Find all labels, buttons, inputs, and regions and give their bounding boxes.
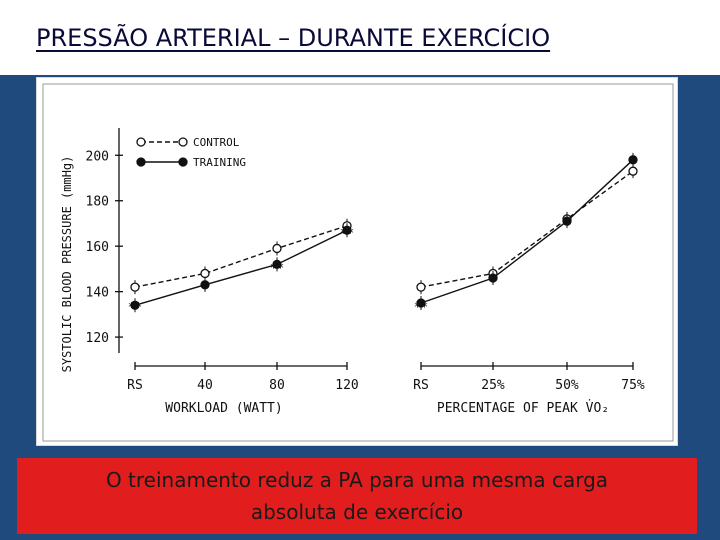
legend-label: CONTROL <box>193 136 240 149</box>
data-point-training <box>200 280 210 290</box>
caption-line-1: O treinamento reduz a PA para uma mesma … <box>105 468 609 492</box>
significance-mark: ** <box>128 300 142 314</box>
y-tick-label: 200 <box>86 149 109 164</box>
series-line-control <box>420 170 634 288</box>
caption-line-2: absoluta de exercício <box>250 500 464 524</box>
significance-mark: ** <box>414 300 428 314</box>
x-tick-label: RS <box>413 378 429 393</box>
legend-label: TRAINING <box>193 156 246 169</box>
y-tick-label: 120 <box>86 331 109 346</box>
x-tick-label: 25% <box>481 378 505 393</box>
y-tick-label: 160 <box>86 240 109 255</box>
data-point-control <box>416 282 426 292</box>
legend-marker <box>178 157 188 167</box>
data-point-training <box>628 155 638 165</box>
y-tick-label: 180 <box>86 195 109 210</box>
slide-title: PRESSÃO ARTERIAL – DURANTE EXERCÍCIO <box>36 24 551 52</box>
significance-mark: ** <box>270 261 284 275</box>
legend-marker <box>136 137 146 147</box>
data-point-training <box>562 216 572 226</box>
data-point-control <box>200 268 210 279</box>
data-point-control <box>272 243 282 254</box>
title-bar: PRESSÃO ARTERIAL – DURANTE EXERCÍCIO <box>0 0 720 75</box>
data-point-training <box>488 273 498 283</box>
data-point-control <box>628 166 638 176</box>
x-axis-label-left: WORKLOAD (WATT) <box>165 401 282 416</box>
data-point-training <box>416 298 426 308</box>
significance-mark: * <box>201 281 208 295</box>
data-point-control <box>130 282 140 292</box>
data-point-training <box>130 300 140 310</box>
x-tick-label: RS <box>127 378 143 393</box>
x-tick-label: 120 <box>335 378 358 393</box>
legend-marker <box>136 157 146 167</box>
conclusion-caption: O treinamento reduz a PA para uma mesma … <box>17 458 697 534</box>
y-tick-label: 140 <box>86 286 109 301</box>
x-tick-label: 50% <box>555 378 579 393</box>
data-point-training <box>342 225 352 235</box>
significance-mark: ** <box>340 226 354 240</box>
series-line-training <box>134 229 348 306</box>
data-point-training <box>272 259 282 270</box>
chart-figure: SYSTOLIC BLOOD PRESSURE (mmHg) WORKLOAD … <box>36 77 678 446</box>
x-tick-label: 80 <box>269 378 285 393</box>
x-tick-label: 40 <box>197 378 213 393</box>
legend-marker <box>178 137 188 147</box>
y-axis-label: SYSTOLIC BLOOD PRESSURE (mmHg) <box>60 156 74 373</box>
x-tick-label: 75% <box>621 378 645 393</box>
figure-inner-border <box>42 83 674 442</box>
series-line-training <box>420 159 634 304</box>
series-line-control <box>134 225 348 288</box>
x-axis-label-right: PERCENTAGE OF PEAK V̇O₂ <box>437 400 609 416</box>
blood-pressure-chart: SYSTOLIC BLOOD PRESSURE (mmHg) WORKLOAD … <box>42 83 674 442</box>
